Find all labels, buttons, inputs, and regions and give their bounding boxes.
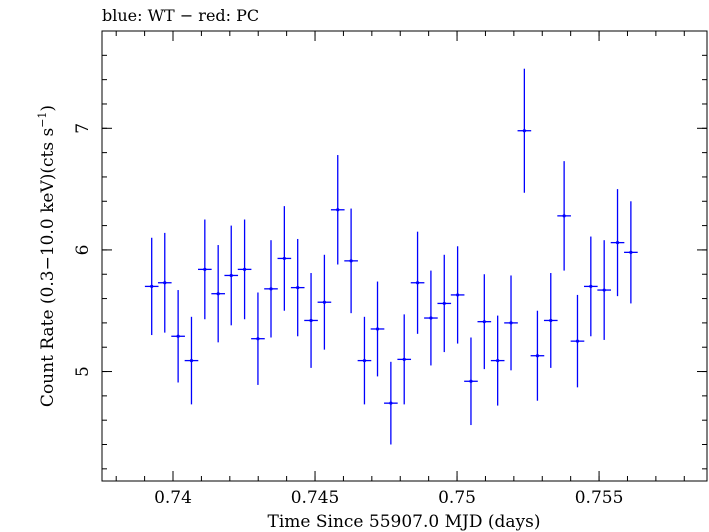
point-marker (269, 287, 273, 291)
point-marker (176, 334, 180, 338)
data-point (224, 225, 239, 326)
data-point (570, 294, 585, 388)
point-marker (482, 320, 486, 324)
y-axis-label-tail: ) (38, 105, 58, 112)
point-marker (509, 321, 513, 325)
data-point (304, 273, 318, 368)
data-point (410, 231, 425, 334)
data-point (530, 310, 545, 401)
data-point (251, 292, 265, 385)
data-point (344, 208, 358, 314)
point-marker (629, 250, 633, 254)
axis-ticks: 0.74 0.745 0.75 0.755 5 6 7 (73, 30, 707, 508)
y-tick-label: 7 (73, 123, 93, 134)
data-point (184, 316, 199, 405)
data-point (211, 245, 225, 343)
point-marker (456, 293, 460, 297)
point-marker (256, 337, 260, 341)
point-marker (589, 284, 593, 289)
point-marker (150, 284, 154, 289)
data-point (543, 273, 558, 368)
point-marker (229, 273, 233, 278)
point-marker (469, 379, 473, 383)
x-tick-label: 0.75 (438, 488, 476, 508)
x-tick-label: 0.755 (575, 488, 624, 508)
data-point (198, 219, 212, 320)
data-point (370, 281, 385, 377)
point-marker (575, 339, 580, 343)
data-point (290, 238, 305, 337)
x-tick-label: 0.74 (154, 488, 192, 508)
plot-frame (101, 30, 708, 482)
data-point (264, 240, 278, 338)
point-marker (535, 354, 540, 358)
point-marker (296, 286, 300, 290)
data-points (144, 68, 638, 445)
data-point (397, 314, 412, 405)
data-point (237, 219, 252, 320)
point-marker (402, 357, 406, 361)
data-point (157, 232, 172, 333)
point-marker (522, 129, 526, 133)
point-marker (549, 318, 553, 323)
data-point (477, 274, 492, 370)
point-marker (429, 316, 433, 320)
point-marker (203, 267, 207, 271)
point-marker (309, 318, 313, 323)
point-marker (242, 267, 247, 271)
data-point (171, 290, 185, 383)
point-marker (322, 300, 327, 304)
data-point (384, 361, 398, 445)
point-marker (163, 281, 167, 285)
data-point (464, 337, 478, 426)
point-marker (375, 327, 380, 331)
data-point (330, 155, 345, 265)
y-axis-label: Count Rate (0.3−10.0 keV)(cts s−1) (36, 105, 58, 407)
point-marker (415, 281, 420, 285)
data-point (557, 161, 571, 271)
y-tick-label: 5 (73, 366, 93, 377)
data-point (517, 68, 532, 193)
point-marker (189, 358, 194, 363)
data-point (424, 270, 438, 366)
data-point (317, 254, 332, 350)
data-point (437, 254, 452, 353)
point-marker (615, 241, 620, 245)
point-marker (362, 358, 367, 363)
point-marker (442, 301, 446, 306)
x-tick-label: 0.745 (291, 488, 340, 508)
y-axis-label-exponent: −1 (36, 112, 49, 128)
data-point (277, 206, 292, 311)
y-tick-label: 6 (73, 245, 93, 256)
data-point (357, 316, 372, 405)
point-marker (602, 288, 606, 292)
point-marker (496, 358, 500, 363)
point-marker (336, 208, 340, 212)
data-point (624, 201, 638, 304)
series (144, 68, 638, 445)
data-point (144, 237, 159, 336)
data-point (450, 246, 465, 344)
data-point (490, 315, 505, 406)
data-point (504, 275, 518, 371)
point-marker (282, 256, 286, 261)
data-point (597, 240, 611, 340)
x-axis-label: Time Since 55907.0 MJD (days) (268, 512, 541, 532)
data-point (610, 189, 625, 297)
chart-title: blue: WT − red: PC (102, 6, 259, 25)
point-marker (216, 292, 220, 296)
point-marker (349, 259, 353, 263)
y-axis-label-main: Count Rate (0.3−10.0 keV)(cts s (38, 128, 58, 407)
point-marker (562, 214, 566, 218)
point-marker (389, 401, 393, 405)
data-point (584, 236, 598, 337)
